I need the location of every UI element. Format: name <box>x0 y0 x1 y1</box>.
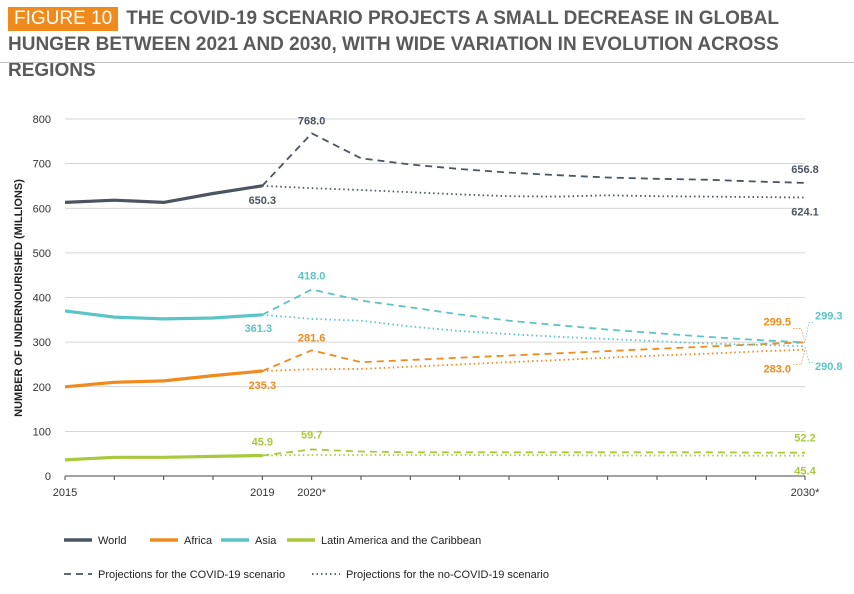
leader-line <box>793 327 806 343</box>
y-axis-label: NUMBER OF UNDERNOURISHED (MILLIONS) <box>13 179 25 417</box>
data-label-lac: 52.2 <box>794 433 815 445</box>
series-line-lac-covid <box>262 448 806 457</box>
series-line-world-covid <box>261 132 806 187</box>
x-tick-label: 2015 <box>53 487 77 499</box>
data-label-world: 656.8 <box>791 164 819 176</box>
series-line-africa-covid <box>261 341 806 372</box>
series-line-lac-historical <box>64 453 263 462</box>
series-line-africa-no-covid <box>262 348 806 372</box>
series-line-asia-covid <box>261 288 806 344</box>
data-label-lac: 45.4 <box>794 466 816 478</box>
legend-label-asia: Asia <box>255 535 277 547</box>
leader-line <box>804 346 813 363</box>
series-line-asia-historical <box>64 309 263 321</box>
data-label-lac: 45.9 <box>252 437 273 449</box>
y-tick-label: 0 <box>45 471 51 483</box>
figure-title: THE COVID-19 SCENARIO PROJECTS A SMALL D… <box>8 8 779 81</box>
legend: World Africa Asia Latin America and the Car… <box>64 535 549 581</box>
y-tick-label: 500 <box>33 248 51 260</box>
y-tick-label: 600 <box>33 203 51 215</box>
x-tick-label: 2019 <box>250 487 274 499</box>
data-labels: 768.0 650.3 656.8 624.1 418.0 361.3 299.3 290.8… <box>245 115 843 477</box>
series-line-world-historical <box>64 184 263 204</box>
data-label-africa: 299.5 <box>763 316 791 328</box>
series-line-asia-no-covid <box>262 313 806 348</box>
data-label-lac: 59.7 <box>301 429 322 441</box>
header-divider <box>0 62 854 63</box>
figure-header: FIGURE 10 THE COVID-19 SCENARIO PROJECTS … <box>8 6 848 84</box>
series-line-africa-historical <box>64 369 263 389</box>
y-tick-label: 200 <box>33 382 51 394</box>
data-label-africa: 283.0 <box>763 364 791 376</box>
figure-badge: FIGURE 10 <box>8 7 119 31</box>
data-label-world: 768.0 <box>298 115 326 127</box>
y-tick-label: 100 <box>33 426 51 438</box>
y-tick-label: 400 <box>33 293 51 305</box>
y-tick-label: 800 <box>33 114 51 126</box>
data-label-world: 624.1 <box>791 206 819 218</box>
legend-label-lac: Latin America and the Caribbean <box>321 535 481 547</box>
y-tick-label: 700 <box>33 159 51 171</box>
legend-label-dotted: Projections for the no-COVID-19 scenario <box>346 569 549 581</box>
data-label-world: 650.3 <box>249 195 277 207</box>
data-label-asia: 361.3 <box>245 323 273 335</box>
series-lines <box>64 132 806 462</box>
legend-label-africa: Africa <box>184 535 213 547</box>
series-line-world-no-covid <box>262 184 806 199</box>
data-label-asia: 418.0 <box>298 270 326 282</box>
axes: 0 100 200 300 400 500 600 700 800 2015 2019 2020* 20… <box>33 114 820 499</box>
data-label-asia: 290.8 <box>815 361 843 373</box>
leader-line <box>793 349 806 366</box>
data-label-africa: 281.6 <box>298 332 326 344</box>
data-label-asia: 299.3 <box>815 310 843 322</box>
x-tick-label: 2030* <box>791 487 820 499</box>
series-line-lac-no-covid <box>262 454 805 457</box>
data-label-africa: 235.3 <box>249 380 277 392</box>
x-tick-label: 2020* <box>297 487 326 499</box>
y-tick-label: 300 <box>33 337 51 349</box>
legend-label-world: World <box>98 535 127 547</box>
leader-line <box>804 322 813 343</box>
gridlines <box>65 118 805 432</box>
legend-label-dashed: Projections for the COVID-19 scenario <box>98 569 285 581</box>
